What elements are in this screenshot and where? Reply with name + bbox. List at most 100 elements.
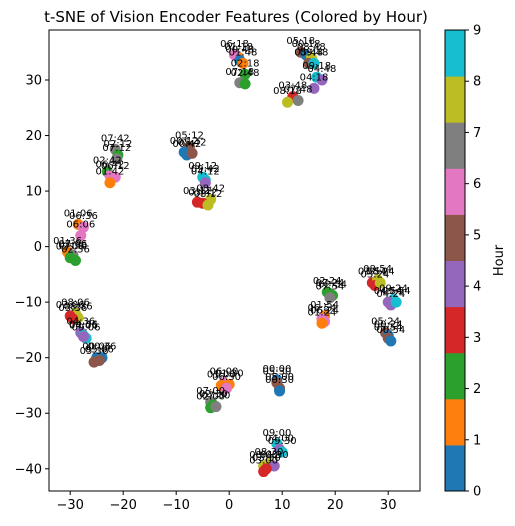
point-label: 08:36	[64, 302, 93, 313]
point-label: 05:48	[294, 47, 323, 58]
point-label: 07:18	[225, 67, 254, 78]
point-label: 05:12	[175, 131, 204, 142]
scatter-point	[374, 277, 386, 289]
point-label: 00:54	[376, 325, 405, 336]
point-label: 01:24	[308, 307, 337, 318]
x-tick-label: 0	[225, 498, 233, 513]
point-label: 07:48	[284, 85, 313, 96]
point-label: 08:24	[366, 267, 395, 278]
point-label: 01:00	[207, 369, 236, 380]
colorbar-segment	[445, 168, 465, 215]
scatter-point	[237, 57, 249, 69]
y-tick-label: 0	[34, 240, 42, 255]
colorbar-segment	[445, 398, 465, 446]
point-label: 05:00	[265, 372, 294, 383]
x-tick-label: 20	[327, 498, 344, 513]
point-label: 04:54	[374, 286, 403, 297]
chart-title: t-SNE of Vision Encoder Features (Colore…	[44, 8, 428, 26]
colorbar-segment	[445, 260, 465, 308]
point-label: 05:54	[374, 322, 403, 333]
point-label: 02:54	[318, 279, 347, 290]
point-label: 09:06	[72, 322, 101, 333]
point-label: 00:12	[170, 136, 199, 147]
point-label: 06:30	[212, 372, 241, 383]
point-label: 00:48	[225, 45, 254, 56]
point-label: 00:24	[374, 319, 403, 330]
point-label: 08:12	[194, 189, 223, 200]
colorbar-segment	[445, 122, 465, 169]
point-label: 04:06	[69, 321, 98, 332]
point-label: 01:42	[96, 167, 125, 178]
colorbar-segment	[445, 444, 465, 492]
point-label: 09:54	[382, 286, 411, 297]
scatter-point	[202, 199, 214, 211]
point-label: 03:54	[358, 267, 387, 278]
colorbar-segment	[445, 76, 465, 123]
point-label: 02:42	[93, 156, 122, 167]
point-label: 09:18	[302, 61, 331, 72]
point-label: 01:36	[53, 236, 82, 247]
scatter-point	[292, 95, 304, 107]
point-label: 09:00	[262, 428, 291, 439]
point-label: 04:18	[300, 72, 329, 83]
scatter-point	[308, 57, 320, 69]
y-tick-label: 20	[25, 129, 42, 144]
scatter-point	[316, 74, 328, 86]
point-label: 03:00	[249, 456, 278, 467]
y-tick-label: 10	[25, 185, 42, 200]
point-label: 08:30	[255, 447, 284, 458]
point-label: 01:48	[229, 47, 258, 58]
colorbar: 0 1 2 3 4 5 6 7 8 9 Hour	[444, 24, 507, 500]
point-label: 07:54	[315, 282, 344, 293]
point-label: 02:48	[231, 68, 260, 79]
scatter-point	[274, 385, 286, 397]
scatter-point	[239, 78, 251, 90]
point-label: 03:48	[278, 81, 307, 92]
colorbar-tick-label: 3	[473, 331, 481, 346]
point-label: 00:18	[292, 39, 321, 50]
point-label: 05:36	[80, 346, 109, 357]
scatter-point	[324, 292, 336, 304]
scatter-point	[210, 401, 222, 413]
point-label: 05:18	[286, 36, 315, 47]
scatter-point	[239, 68, 251, 80]
point-label: 03:12	[183, 186, 212, 197]
point-label: 02:00	[196, 392, 225, 403]
point-label: 00:30	[265, 375, 294, 386]
scatter-point	[276, 446, 288, 458]
y-tick-label: −40	[15, 462, 42, 477]
colorbar-tick-label: 2	[473, 382, 481, 397]
point-label: 00:36	[88, 342, 117, 353]
point-label: 00:00	[262, 364, 291, 375]
point-label: 01:30	[215, 368, 244, 379]
scatter-point	[385, 335, 397, 347]
point-label: 05:42	[178, 137, 207, 148]
point-label: 09:30	[268, 436, 297, 447]
point-label: 02:36	[61, 245, 90, 256]
point-label: 08:06	[61, 297, 90, 308]
point-label: 06:06	[66, 220, 95, 231]
point-label: 07:24	[315, 278, 344, 289]
point-label: 01:06	[64, 208, 93, 219]
colorbar-tick-label: 4	[473, 280, 481, 295]
point-label: 08:54	[363, 264, 392, 275]
scatter-point	[77, 221, 89, 233]
colorbar-tick-label: 9	[473, 24, 481, 39]
plot-area	[62, 46, 402, 478]
colorbar-tick-label: 8	[473, 75, 481, 90]
point-label: 00:42	[172, 139, 201, 150]
point-label: 04:48	[308, 64, 337, 75]
scatter-point	[221, 382, 233, 394]
point-label: 03:06	[56, 300, 85, 311]
point-label: 06:00	[209, 367, 238, 378]
y-tick-label: −20	[15, 351, 42, 366]
point-label: 09:12	[188, 161, 217, 172]
point-label: 07:30	[202, 391, 231, 402]
point-label: 05:24	[371, 317, 400, 328]
point-label: 06:42	[96, 160, 125, 171]
point-label: 02:12	[103, 139, 132, 150]
scatter-point	[316, 317, 328, 329]
colorbar-segment	[445, 352, 465, 400]
scatter-point	[199, 177, 211, 189]
